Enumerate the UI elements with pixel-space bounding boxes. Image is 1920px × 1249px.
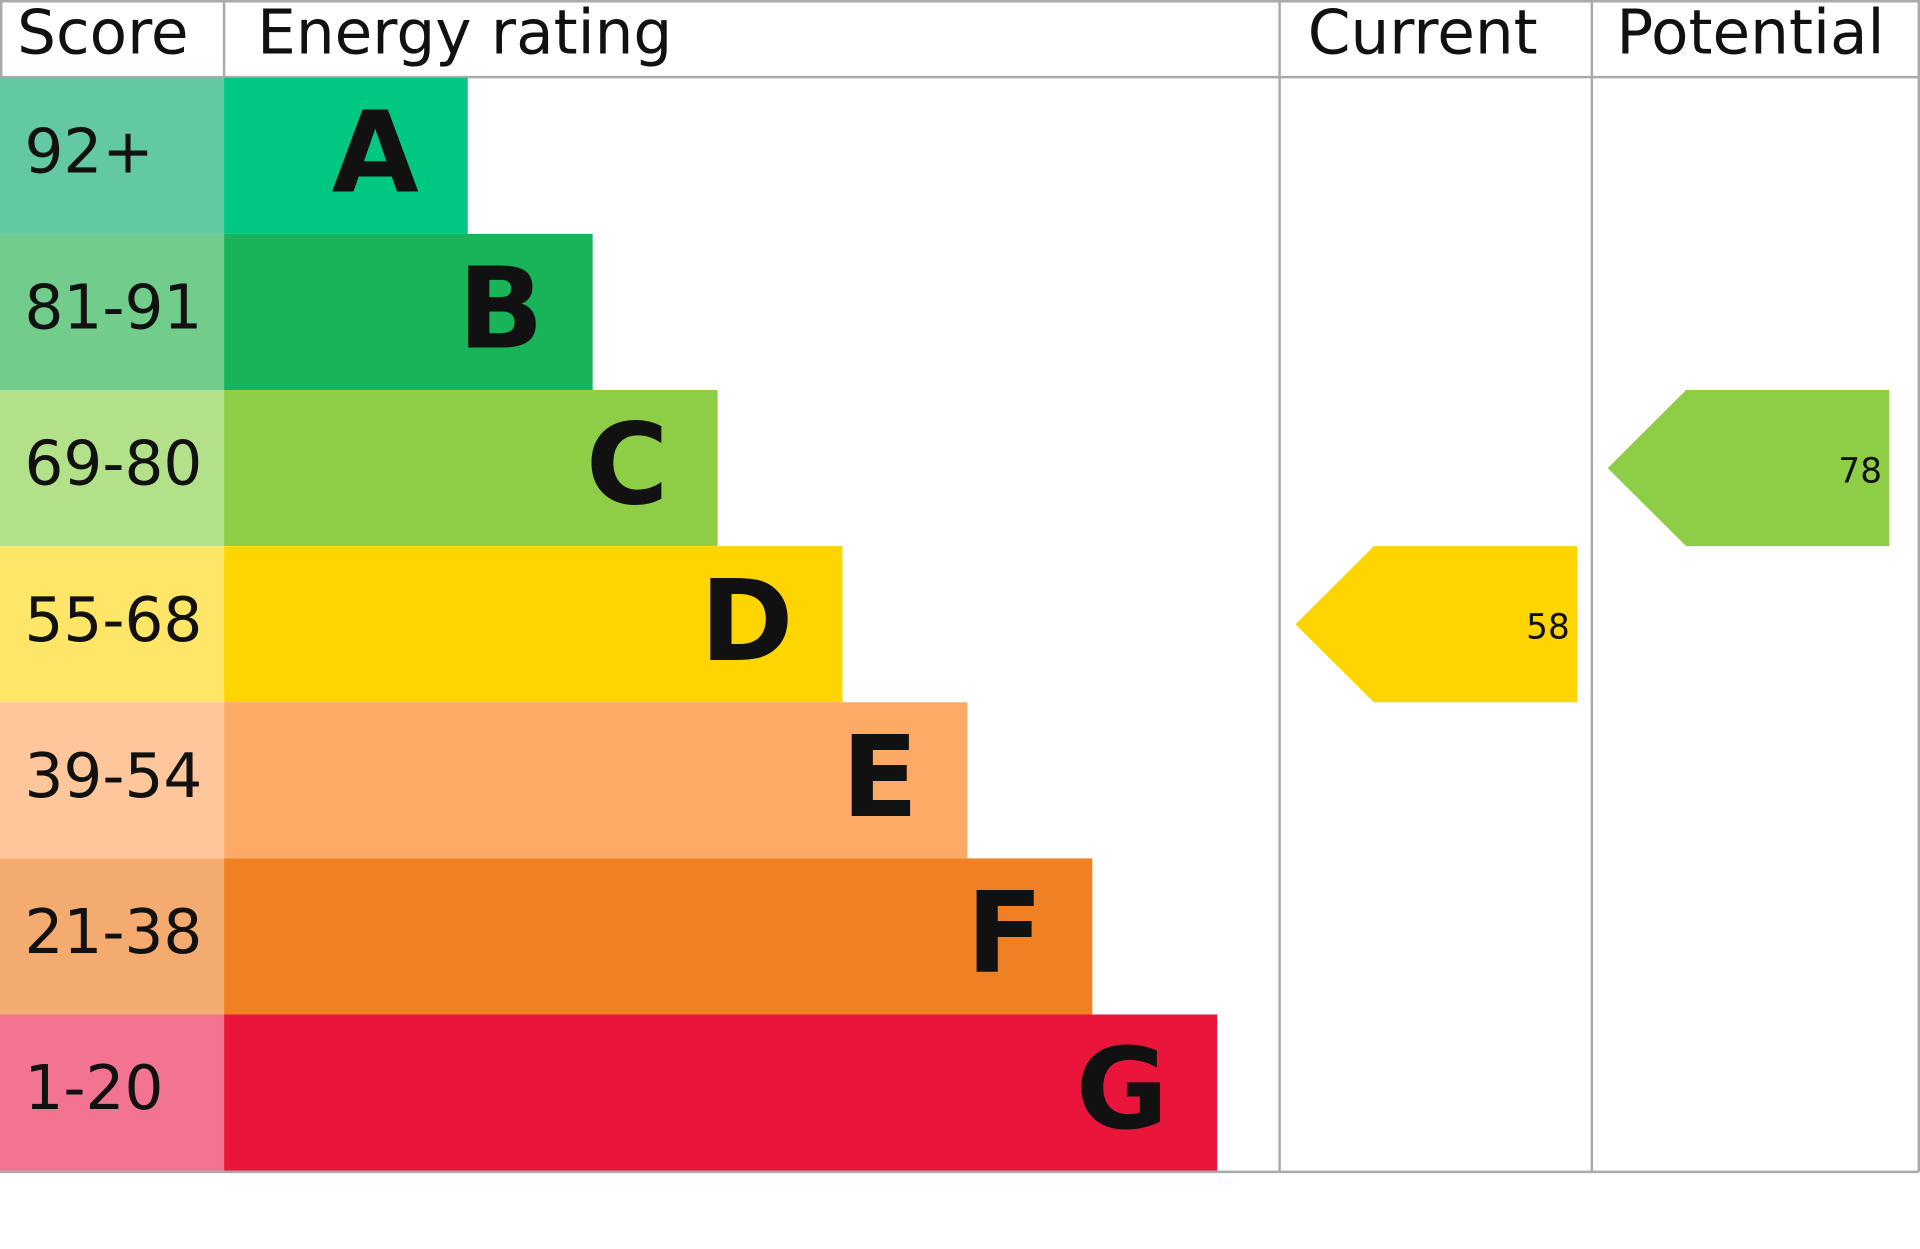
score-cell [0,390,225,547]
rating-letter: C [586,399,669,531]
rating-letter: D [700,555,794,687]
score-range: 1-20 [24,1053,163,1124]
score-range: 92+ [24,116,153,187]
rating-bar [224,390,718,547]
score-cell [0,858,225,1015]
rating-bar [224,702,968,859]
score-cell [0,546,225,703]
score-cell [0,1014,225,1171]
potential-value: 78 [1838,451,1882,491]
rating-bar [224,233,593,391]
score-range: 69-80 [24,429,202,500]
score-range: 55-68 [24,585,202,656]
score-cell [0,233,225,391]
score-cell [0,77,225,234]
score-range: 21-38 [24,897,202,968]
current-arrow [1295,546,1578,703]
rating-letter: E [841,711,918,843]
rating-letter: F [966,867,1043,999]
rating-letter: G [1076,1023,1168,1155]
score-cell [0,702,225,859]
header-current: Current [1308,0,1538,68]
rating-bar [224,858,1093,1015]
header-score: Score [17,0,188,68]
rating-bar [224,77,468,234]
rating-bar [224,1014,1218,1171]
potential-arrow [1607,390,1890,547]
score-range: 39-54 [24,741,202,812]
rating-bar [224,546,843,703]
header-potential: Potential [1616,0,1884,68]
score-range: 81-91 [24,273,202,344]
rating-letter: B [458,243,544,375]
header-rating: Energy rating [257,0,672,68]
rating-letter: A [332,86,419,218]
current-value: 58 [1526,608,1570,648]
